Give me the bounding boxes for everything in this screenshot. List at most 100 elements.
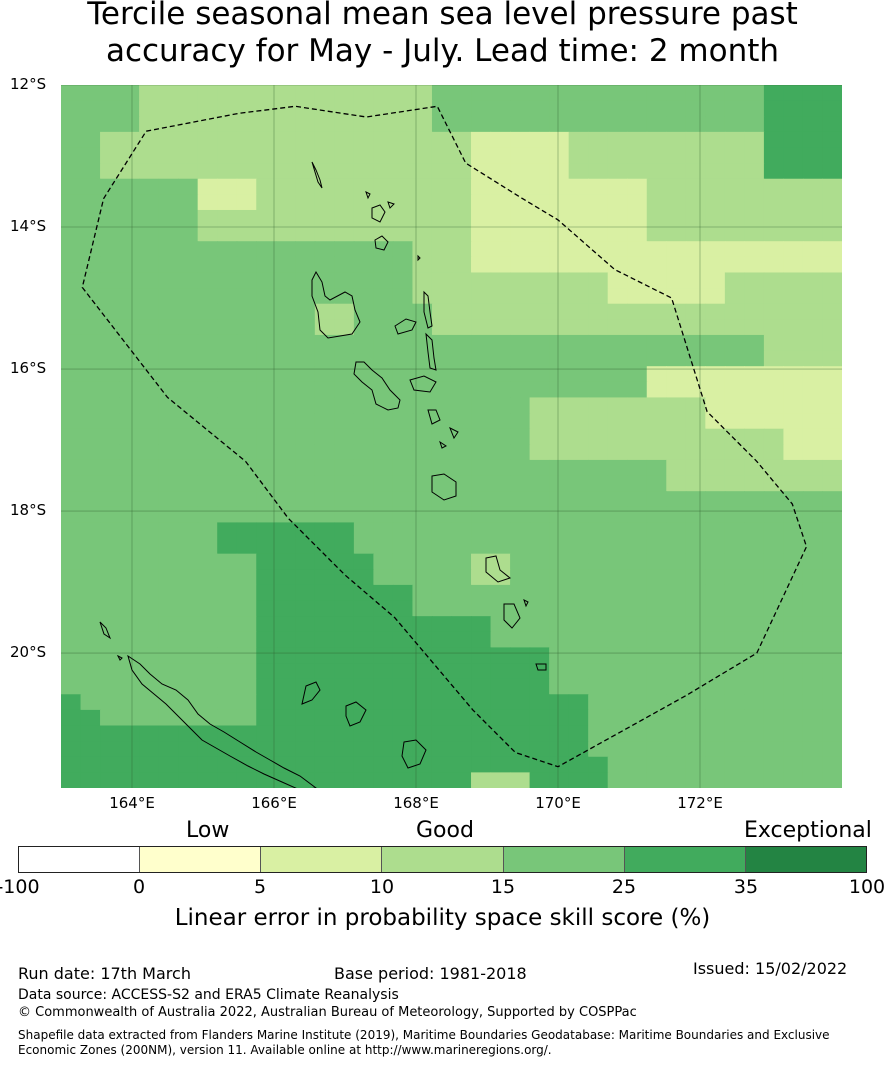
skill-cell: [685, 678, 706, 695]
island-torres: [311, 161, 323, 189]
skill-cell: [763, 631, 785, 648]
skill-cell: [139, 459, 160, 477]
skill-cell: [588, 709, 609, 727]
skill-cell: [61, 194, 82, 211]
skill-cell: [510, 428, 531, 445]
skill-cell: [705, 756, 726, 773]
skill-cell: [158, 288, 179, 305]
skill-cell: [158, 616, 179, 633]
skill-cell: [822, 631, 842, 648]
skill-cell: [373, 413, 394, 430]
skill-cell: [197, 694, 218, 711]
title-line-1: Tercile seasonal mean sea level pressure…: [87, 0, 798, 32]
skill-cell: [217, 631, 238, 648]
eez-boundary: [81, 105, 808, 768]
skill-cell: [529, 303, 550, 320]
skill-cell: [412, 616, 433, 633]
skill-cell: [568, 725, 589, 742]
skill-cell: [295, 225, 316, 242]
skill-cell: [119, 334, 140, 352]
skill-cell: [412, 631, 433, 648]
skill-cell: [61, 366, 82, 383]
skill-cell: [490, 553, 511, 570]
skill-cell: [119, 569, 140, 586]
skill-cell: [100, 366, 121, 383]
skill-cell: [158, 100, 179, 117]
skill-cell: [139, 647, 160, 664]
skill-cell: [256, 413, 277, 430]
skill-cell: [744, 538, 765, 555]
skill-cell: [61, 272, 82, 289]
skill-cell: [724, 506, 745, 524]
skill-cell: [568, 131, 589, 149]
skill-cell: [744, 163, 765, 180]
skill-cell: [490, 491, 511, 508]
skill-cell: [334, 116, 355, 133]
skill-cell: [490, 725, 511, 742]
skill-cell: [295, 631, 316, 648]
skill-cell: [744, 131, 765, 149]
skill-cell: [217, 319, 238, 336]
skill-cell: [373, 209, 394, 227]
skill-cell: [256, 163, 277, 180]
skill-cell: [588, 772, 609, 788]
skill-cell: [607, 319, 628, 336]
skill-cell: [822, 241, 842, 258]
skill-cell: [256, 491, 277, 508]
skill-cell: [451, 538, 472, 555]
skill-cell: [295, 756, 316, 773]
skill-cell: [646, 334, 667, 352]
skill-cell: [197, 194, 218, 211]
skill-cell: [158, 241, 179, 258]
skill-cell: [158, 475, 179, 492]
skill-cell: [763, 663, 785, 680]
skill-cell: [197, 209, 218, 227]
skill-cell: [510, 678, 531, 695]
island-pentecost: [425, 332, 437, 371]
skill-cell: [61, 553, 82, 570]
skill-cell: [549, 85, 570, 102]
skill-cell: [61, 584, 82, 602]
island-shepherds: [449, 426, 459, 440]
skill-cell: [100, 491, 121, 508]
skill-cell: [568, 288, 589, 305]
skill-cell: [744, 334, 765, 352]
skill-cell: [373, 538, 394, 555]
skill-cell: [178, 663, 199, 680]
skill-cell: [353, 178, 375, 195]
skill-cell: [217, 116, 238, 133]
skill-cell: [607, 694, 628, 711]
skill-cell: [451, 319, 472, 336]
skill-cell: [588, 475, 609, 492]
skill-cell: [705, 725, 726, 742]
skill-cell: [178, 381, 199, 399]
skill-cell: [627, 194, 648, 211]
skill-cell: [431, 288, 453, 305]
skill-cell: [471, 147, 492, 164]
data-source: Data source: ACCESS-S2 and ERA5 Climate …: [18, 987, 399, 1003]
skill-cell: [802, 100, 824, 117]
skill-cell: [529, 772, 550, 788]
skill-cell: [431, 131, 453, 149]
skill-cell: [783, 116, 804, 133]
skill-cell: [588, 381, 609, 399]
skill-cell: [724, 709, 745, 727]
island-ouvea: [301, 681, 321, 705]
skill-cell: [549, 553, 570, 570]
skill-cell: [588, 600, 609, 617]
skill-cell: [607, 381, 628, 399]
skill-cell: [763, 256, 785, 274]
island-gaua: [374, 235, 389, 251]
skill-cell: [197, 100, 218, 117]
skill-cell: [510, 241, 531, 258]
skill-cell: [646, 506, 667, 524]
skill-cell: [392, 584, 414, 602]
skill-cell: [666, 381, 687, 399]
skill-cell: [256, 725, 277, 742]
skill-cell: [627, 459, 648, 477]
skill-cell: [197, 538, 218, 555]
lon-label-170e: 170°E: [535, 794, 581, 812]
skill-cell: [392, 131, 414, 149]
skill-cell: [510, 709, 531, 727]
skill-cell: [295, 522, 316, 539]
